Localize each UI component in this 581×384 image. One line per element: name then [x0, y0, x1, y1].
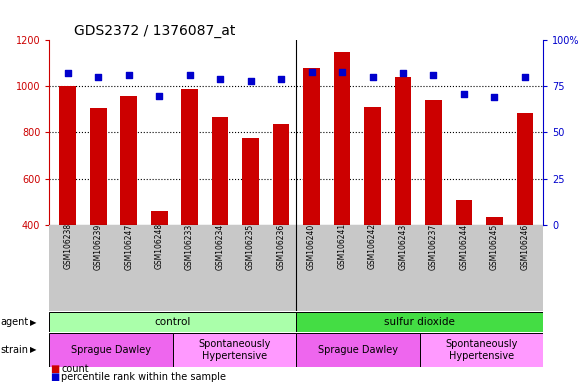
Bar [296, 333, 420, 367]
Point [307, 69, 316, 75]
Text: GDS2372 / 1376087_at: GDS2372 / 1376087_at [74, 24, 235, 38]
Bar [333, 52, 350, 225]
Point [185, 72, 194, 78]
Text: Spontaneously
Hypertensive: Spontaneously Hypertensive [445, 339, 518, 361]
Text: ▶: ▶ [30, 318, 37, 327]
Text: Sprague Dawley: Sprague Dawley [71, 345, 151, 355]
Point [155, 93, 164, 99]
Text: percentile rank within the sample: percentile rank within the sample [61, 372, 226, 382]
Bar [303, 68, 320, 225]
Bar [272, 124, 289, 225]
Bar [456, 200, 472, 225]
Text: ▶: ▶ [30, 345, 37, 354]
Point [368, 74, 377, 80]
Point [216, 76, 225, 82]
Bar [49, 333, 173, 367]
Bar [296, 312, 543, 332]
Bar [181, 89, 198, 225]
Point [63, 70, 72, 76]
Point [460, 91, 469, 97]
Bar [517, 113, 533, 225]
Text: Spontaneously
Hypertensive: Spontaneously Hypertensive [198, 339, 271, 361]
Point [94, 74, 103, 80]
Bar [90, 108, 106, 225]
Bar [242, 138, 259, 225]
Bar [211, 117, 228, 225]
Point [399, 70, 408, 76]
Point [246, 78, 255, 84]
Point [490, 94, 499, 101]
Bar [150, 211, 167, 225]
Text: strain: strain [1, 345, 28, 355]
Point [338, 69, 347, 75]
Point [124, 72, 133, 78]
Point [277, 76, 286, 82]
Text: count: count [61, 364, 89, 374]
Bar [173, 333, 296, 367]
Bar [486, 217, 503, 225]
Point [429, 72, 438, 78]
Text: ■: ■ [51, 364, 60, 374]
Text: ■: ■ [51, 372, 60, 382]
Bar [425, 100, 442, 225]
Bar [394, 77, 411, 225]
Bar [120, 96, 137, 225]
Bar [49, 312, 296, 332]
Text: Sprague Dawley: Sprague Dawley [318, 345, 398, 355]
Text: agent: agent [1, 317, 29, 327]
Bar [59, 86, 76, 225]
Bar [420, 333, 543, 367]
Text: sulfur dioxide: sulfur dioxide [385, 317, 455, 327]
Bar [364, 107, 381, 225]
Point [521, 74, 530, 80]
Text: control: control [155, 317, 191, 327]
